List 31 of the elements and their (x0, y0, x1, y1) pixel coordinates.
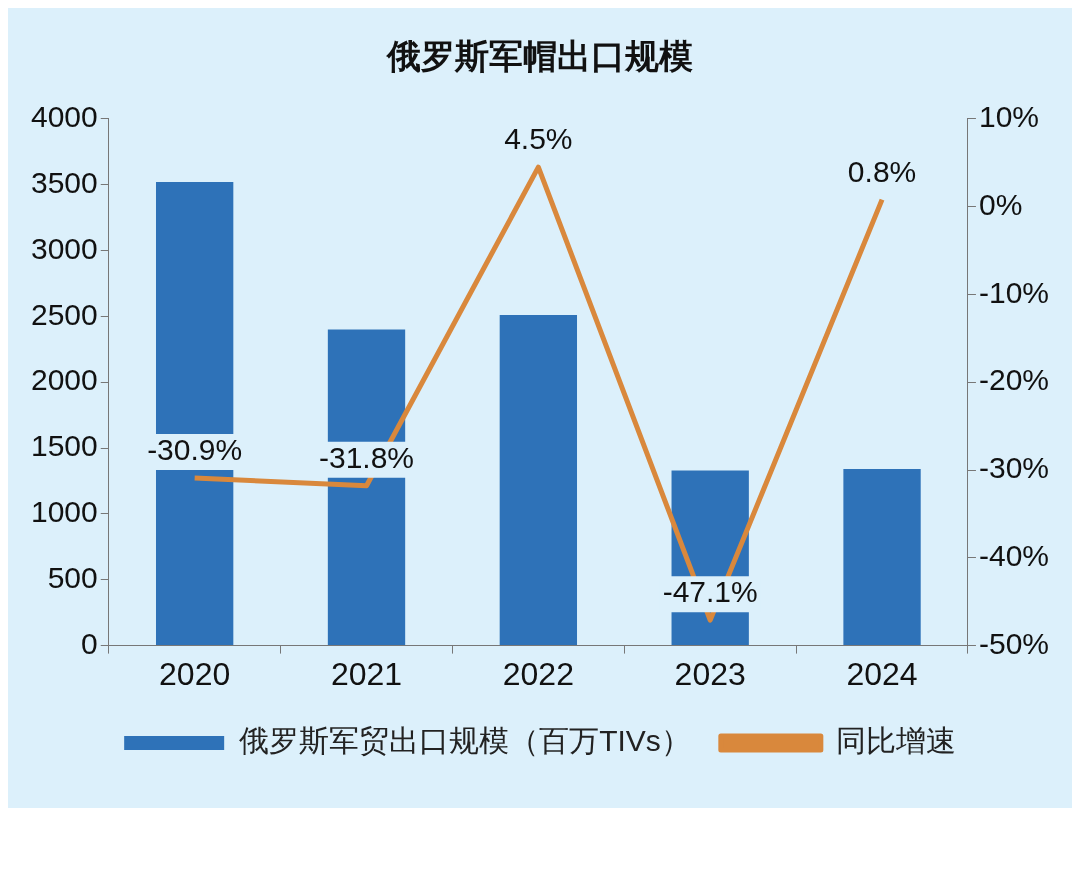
y-tick-label: 2000 (30, 363, 98, 397)
y-tick-label: 500 (47, 561, 98, 595)
y2-tick-label: -50% (978, 626, 1050, 660)
x-tick-label: 2023 (674, 655, 746, 692)
y-tick-label: 1000 (30, 495, 98, 529)
y2-tick-label: -20% (978, 363, 1050, 397)
y2-tick-label: 10% (978, 100, 1040, 134)
y2-tick-label: 0% (978, 187, 1023, 221)
bar (499, 315, 578, 646)
data-label: -47.1% (662, 575, 758, 609)
x-tick-label: 2022 (502, 655, 574, 692)
y2-tick-label: -30% (978, 451, 1050, 485)
legend-label: 俄罗斯军贸出口规模（百万TIVs） (239, 724, 691, 758)
y-tick-label: 1500 (30, 429, 98, 463)
y-tick-label: 3500 (30, 165, 98, 199)
y2-tick-label: -10% (978, 275, 1050, 309)
y-tick-label: 4000 (30, 100, 98, 134)
chart-title: 俄罗斯军帽出口规模 (386, 36, 693, 75)
data-label: -31.8% (318, 441, 415, 475)
legend-label: 同比增速 (835, 724, 956, 758)
y-tick-label: 2500 (30, 297, 98, 331)
y2-tick-label: -40% (978, 539, 1050, 573)
bar (843, 469, 921, 646)
data-label: -30.9% (147, 433, 243, 467)
data-label: 4.5% (504, 122, 573, 156)
y-tick-label: 3000 (30, 231, 98, 265)
y-tick-label: 0 (81, 626, 98, 660)
x-tick-label: 2020 (159, 655, 231, 692)
x-tick-label: 2024 (846, 655, 918, 692)
data-label: 0.8% (847, 154, 917, 188)
x-tick-label: 2021 (330, 655, 403, 692)
